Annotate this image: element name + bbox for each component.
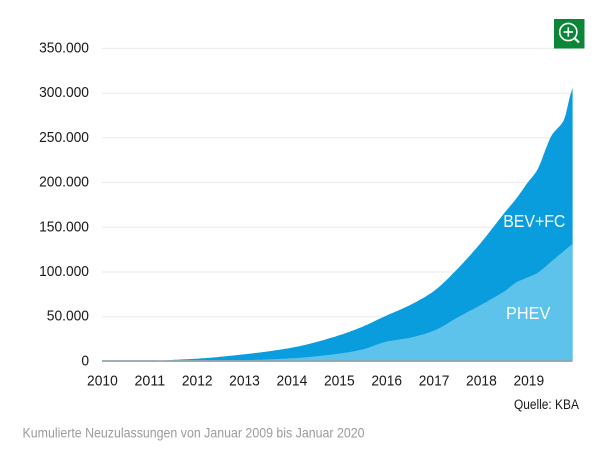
svg-text:Kumulierte Neuzulassungen von: Kumulierte Neuzulassungen von Januar 200…	[23, 426, 365, 441]
svg-text:BEV+FC: BEV+FC	[503, 211, 565, 231]
svg-text:50.000: 50.000	[47, 308, 89, 325]
svg-text:2010: 2010	[87, 373, 118, 390]
svg-text:350.000: 350.000	[39, 39, 89, 56]
svg-text:Quelle: KBA: Quelle: KBA	[514, 397, 579, 412]
svg-text:100.000: 100.000	[39, 263, 89, 280]
svg-text:2019: 2019	[513, 373, 544, 390]
svg-text:2013: 2013	[229, 373, 260, 390]
svg-text:2017: 2017	[419, 373, 450, 390]
svg-text:PHEV: PHEV	[506, 303, 550, 323]
svg-text:200.000: 200.000	[39, 174, 89, 191]
svg-text:300.000: 300.000	[39, 84, 89, 101]
svg-text:2018: 2018	[466, 373, 497, 390]
svg-text:150.000: 150.000	[39, 218, 89, 235]
svg-text:2016: 2016	[371, 373, 402, 390]
svg-text:2014: 2014	[277, 373, 308, 390]
svg-text:0: 0	[81, 352, 89, 369]
svg-text:2011: 2011	[134, 373, 165, 390]
svg-text:2015: 2015	[324, 373, 355, 390]
svg-text:250.000: 250.000	[39, 129, 89, 146]
svg-text:2012: 2012	[182, 373, 213, 390]
